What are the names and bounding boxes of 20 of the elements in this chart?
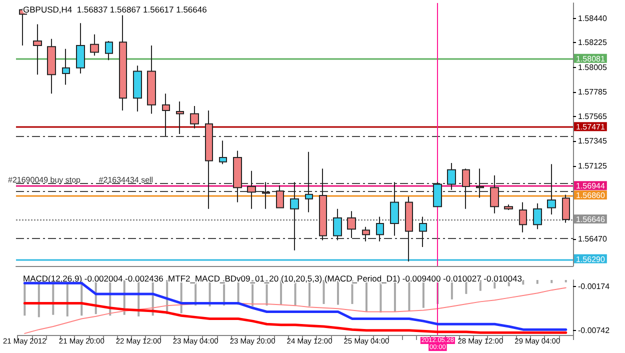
y-tick-label: -0.00742 [578,326,610,336]
ref-line-label: 1.56290 [576,254,606,264]
y-tick-label: 1.57785 [578,87,608,96]
ref-line-label: 1.56944 [576,182,606,191]
y-tick-label: -0.00174 [578,282,610,292]
ref-line-label: 1.58081 [576,54,606,64]
ref-line-label: 1.56860 [576,190,606,200]
chart-title: GBPUSD,H4 1.56837 1.56867 1.56617 1.56646 [23,4,208,14]
y-tick-label: 1.57565 [578,112,608,122]
ref-line-label: 1.57471 [576,122,606,132]
chart-title: MACD(12,26,9) -0.002004 -0.002436 MTF2_MACD_BDv09_01_20 (10,20,5,3) (MACD_Period_D1) -0.009400 -0.010027 -0.010043 [23,274,522,284]
y-tick-label: 1.58440 [578,14,608,24]
y-tick-label: 1.58005 [578,62,608,72]
annotation: #21690049 buy stop [8,176,82,184]
y-tick-label: 1.56470 [578,234,608,244]
ref-line-label: 1.56646 [576,214,606,224]
y-tick-label: 1.57345 [578,136,608,146]
y-tick-label: 1.58225 [578,38,608,48]
y-tick-label: 1.57125 [578,161,608,170]
annotation: #21634434 sell [98,176,154,184]
